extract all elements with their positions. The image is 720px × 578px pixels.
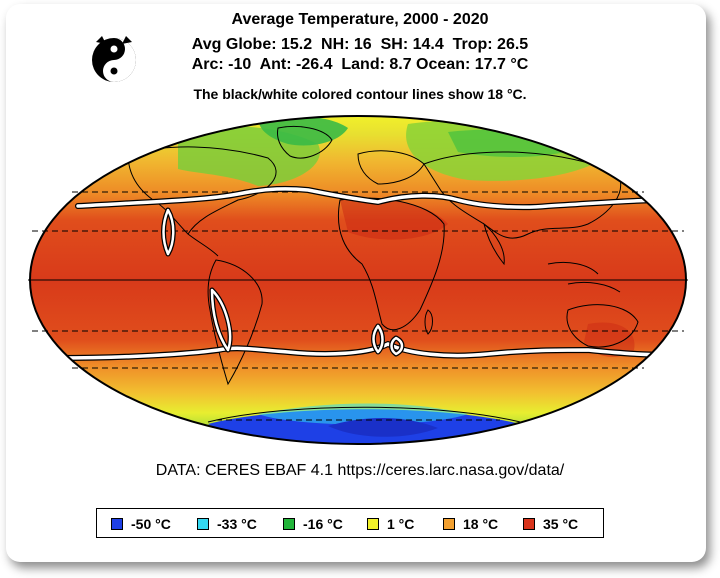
legend-swatch	[111, 518, 123, 530]
data-source-caption: DATA: CERES EBAF 4.1 https://ceres.larc.…	[155, 462, 565, 479]
legend-item: 1 °C	[367, 516, 414, 532]
legend-swatch	[443, 518, 455, 530]
legend-item: -16 °C	[283, 516, 343, 532]
stats-line-1: Avg Globe: 15.2 NH: 16 SH: 14.4 Trop: 26…	[191, 36, 529, 53]
legend-label: -16 °C	[303, 516, 343, 532]
legend-item: -50 °C	[111, 516, 171, 532]
stats-line-2: Arc: -10 Ant: -26.4 Land: 8.7 Ocean: 17.…	[191, 56, 529, 73]
yin-yang-logo-icon	[92, 36, 136, 82]
contour-note: The black/white colored contour lines sh…	[193, 86, 527, 102]
legend-label: 1 °C	[387, 516, 415, 532]
legend-label: -33 °C	[217, 516, 257, 532]
legend-item: 35 °C	[523, 516, 578, 532]
legend-swatch	[283, 518, 295, 530]
legend-item: 18 °C	[443, 516, 498, 532]
legend-label: 18 °C	[463, 516, 499, 532]
legend-label: -50 °C	[131, 516, 171, 532]
figure-title: Average Temperature, 2000 - 2020	[231, 11, 489, 28]
legend-swatch	[367, 518, 379, 530]
temperature-map	[28, 115, 688, 445]
legend-item: -33 °C	[197, 516, 257, 532]
legend-label: 35 °C	[543, 516, 579, 532]
legend-swatch	[523, 518, 535, 530]
legend-swatch	[197, 518, 209, 530]
color-legend: -50 °C -33 °C -16 °C 1 °C 18 °C 35 °C	[96, 508, 604, 538]
